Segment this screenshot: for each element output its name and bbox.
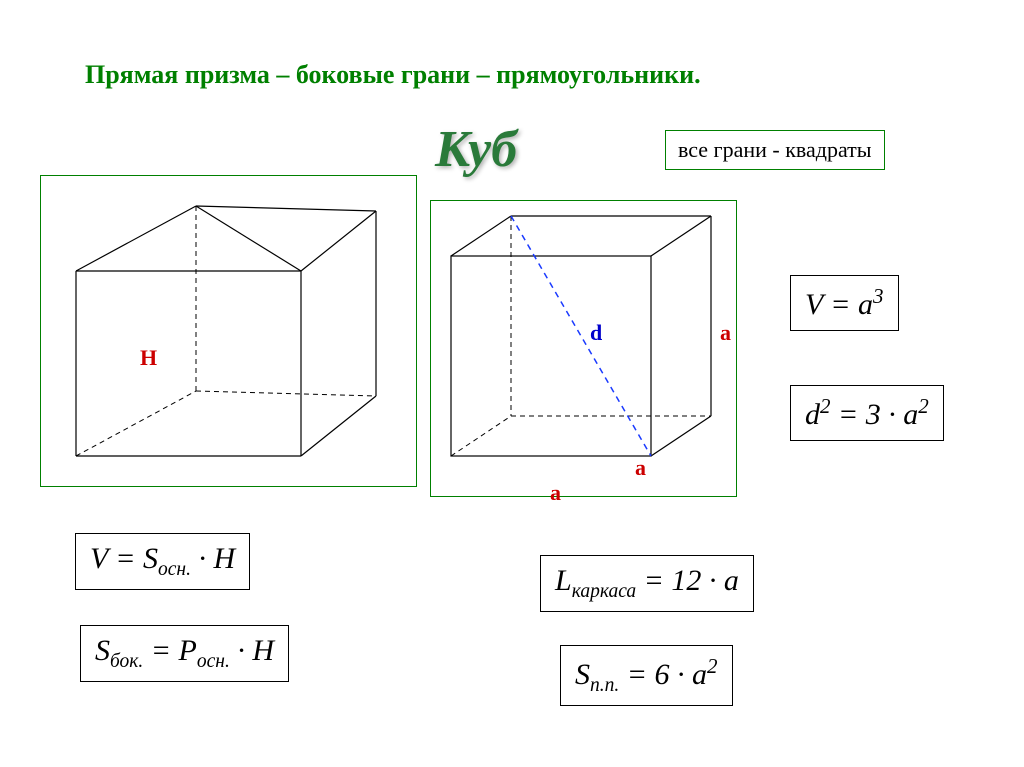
formula-V-prism: V = Sосн. · H (75, 533, 250, 590)
formula-L-karkasa: Lкаркаса = 12 · a (540, 555, 754, 612)
formula-text: · H (230, 634, 274, 667)
kub-heading: Куб (435, 120, 517, 179)
badge-all-faces-squares: все грани - квадраты (665, 130, 885, 170)
formula-text: V = S (90, 542, 158, 575)
label-H: H (140, 345, 157, 371)
cube-figure-box (430, 200, 737, 497)
formula-text: L (555, 564, 572, 597)
formula-text: = 6 · a (619, 658, 707, 691)
sup: 3 (873, 284, 884, 308)
formula-text: S (95, 634, 110, 667)
formula-text: V = a (805, 288, 873, 321)
label-a-front: a (635, 455, 646, 481)
formula-d-squared: d2 = 3 · a2 (790, 385, 944, 441)
formula-text: = P (143, 634, 197, 667)
prism-svg (41, 176, 416, 486)
sub: бок. (110, 651, 143, 672)
prism-figure-box (40, 175, 417, 487)
sub: осн. (197, 651, 230, 672)
cube-svg (431, 201, 736, 496)
sub: п.п. (590, 675, 619, 696)
sub: каркаса (572, 581, 636, 602)
formula-text: · H (191, 542, 235, 575)
formula-text: = 3 · a (831, 398, 919, 431)
sup: 2 (918, 394, 929, 418)
formula-text: S (575, 658, 590, 691)
sup: 2 (820, 394, 831, 418)
sub: осн. (158, 559, 191, 580)
formula-text: d (805, 398, 820, 431)
label-a-bottom: a (550, 480, 561, 506)
label-d: d (590, 320, 602, 346)
formula-text: = 12 · a (636, 564, 739, 597)
sup: 2 (707, 654, 718, 678)
page-title: Прямая призма – боковые грани – прямоуго… (85, 60, 701, 90)
formula-S-pp: Sп.п. = 6 · a2 (560, 645, 733, 706)
formula-V-cube: V = a3 (790, 275, 899, 331)
label-a-right: a (720, 320, 731, 346)
formula-S-bok: Sбок. = Pосн. · H (80, 625, 289, 682)
